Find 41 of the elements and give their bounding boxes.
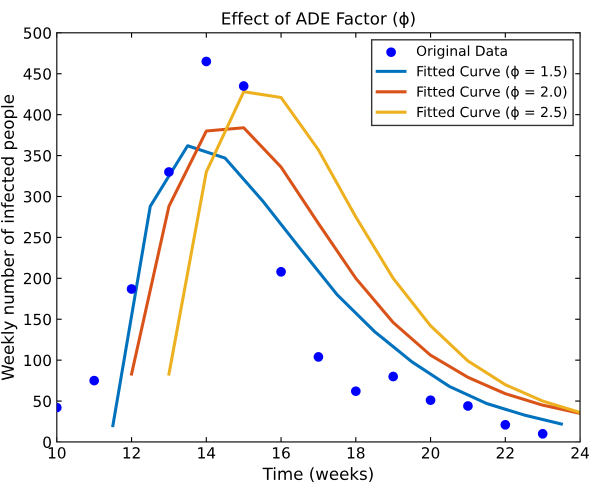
y-tick-label: 350 [24,150,51,162]
point [276,266,286,277]
point [463,401,473,411]
point [538,428,548,439]
x-tick-label: 14 [198,447,216,458]
x-tick-label: 24 [571,447,589,458]
x-tick-label: 20 [422,447,440,459]
x-axis-title: Time (weeks) [262,467,373,482]
x-tick-label: 10 [48,447,66,459]
legend-label: Original Data [416,45,507,59]
x-tick-label: 22 [496,447,514,458]
y-tick-label: 400 [24,109,51,121]
y-tick-label: 500 [24,27,51,39]
legend-label: Fitted Curve (ϕ = 1.5) [417,66,566,80]
line-series [111,144,563,428]
point [500,420,510,430]
point [164,167,174,177]
point [126,284,136,294]
legend-label: Fitted Curve (ϕ = 2.0) [417,86,566,100]
chart-title: Effect of ADE Factor (ϕ) [222,12,415,28]
point [350,386,361,396]
y-tick-label: 300 [24,190,51,203]
point [314,352,324,362]
x-tick-label: 16 [273,447,290,459]
y-tick-label: 0 [43,436,51,448]
point [89,376,100,386]
point [238,81,249,91]
point [426,395,436,406]
y-tick-label: 250 [24,232,51,244]
legend-label: Fitted Curve (ϕ = 2.5) [417,106,566,120]
y-tick-label: 100 [24,354,51,366]
y-tick-label: 150 [24,314,51,326]
point [201,56,212,66]
y-tick-label: 50 [34,396,51,408]
line-series [130,126,580,415]
x-tick-label: 18 [348,447,364,459]
y-tick-label: 200 [24,272,51,284]
point [388,372,398,382]
y-axis-title: Weekly number of infected people [1,94,18,380]
x-tick-label: 12 [124,447,140,458]
y-tick-label: 450 [24,68,51,80]
